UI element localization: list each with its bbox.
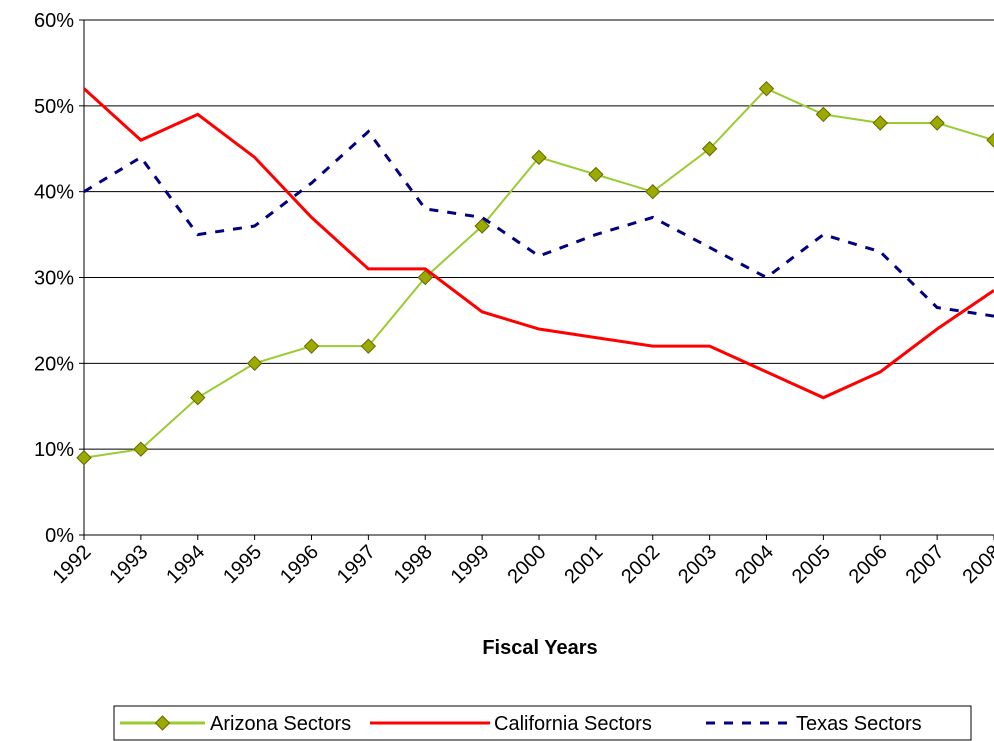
marker <box>417 269 433 286</box>
marker <box>986 132 994 148</box>
y-tick-label: 40% <box>34 182 74 204</box>
y-tick-label: 50% <box>34 96 74 118</box>
x-tick-label: 1998 <box>390 541 437 588</box>
series-line <box>83 129 994 318</box>
x-tick-label: 2008 <box>959 541 994 588</box>
marker <box>758 80 775 97</box>
x-tick-label: 1993 <box>105 541 152 588</box>
legend-label: Texas Sectors <box>796 713 922 735</box>
y-tick-label: 0% <box>45 525 74 547</box>
x-tick-label: 2000 <box>504 541 551 588</box>
marker <box>701 141 718 157</box>
legend-marker <box>154 715 171 731</box>
x-tick-label: 2003 <box>674 541 721 588</box>
marker <box>190 389 206 406</box>
x-tick-label: 1992 <box>49 541 96 588</box>
x-tick-label: 2002 <box>617 541 664 588</box>
legend-label: California Sectors <box>494 713 652 735</box>
marker <box>531 149 547 166</box>
marker <box>303 338 320 354</box>
y-tick-label: 10% <box>34 439 74 461</box>
x-axis-title: Fiscal Years <box>482 637 597 659</box>
x-tick-label: 2007 <box>902 541 949 588</box>
x-tick-label: 2005 <box>788 541 835 588</box>
marker <box>360 338 377 354</box>
marker <box>872 115 888 131</box>
marker <box>76 450 92 466</box>
y-tick-label: 60% <box>34 10 74 32</box>
x-tick-label: 1997 <box>333 541 380 588</box>
legend-label: Arizona Sectors <box>210 713 351 735</box>
marker <box>815 106 832 123</box>
x-tick-label: 2001 <box>560 541 607 588</box>
marker <box>133 441 149 457</box>
x-tick-label: 1996 <box>276 541 323 588</box>
marker <box>645 183 661 200</box>
x-tick-label: 1994 <box>162 541 209 588</box>
marker <box>246 355 263 372</box>
y-tick-label: 30% <box>34 268 74 290</box>
series-line <box>83 87 994 459</box>
legend-box <box>113 705 972 741</box>
x-tick-label: 1999 <box>447 541 494 588</box>
marker <box>929 115 945 131</box>
y-tick-label: 20% <box>34 353 74 375</box>
x-tick-label: 2004 <box>731 541 778 588</box>
marker <box>588 166 604 183</box>
series-line <box>82 87 994 400</box>
x-tick-label: 2006 <box>845 541 892 588</box>
x-tick-label: 1995 <box>219 541 266 588</box>
marker <box>474 218 490 234</box>
